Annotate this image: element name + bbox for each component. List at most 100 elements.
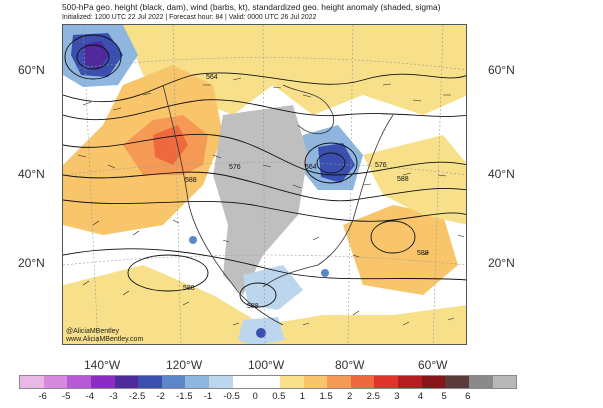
contour-4 xyxy=(63,171,466,202)
coastlines xyxy=(162,84,394,326)
colorbar-tick-label: -2 xyxy=(156,391,165,402)
high-contour-mexico xyxy=(239,282,277,308)
lon-label-100: 100°W xyxy=(248,358,285,372)
colorbar-swatch xyxy=(327,376,351,388)
contour-label: 564 xyxy=(206,74,218,81)
map-canvas: 564 576 588 564 576 588 588 588 588 xyxy=(63,25,466,344)
contour-2 xyxy=(63,99,466,121)
lat-label-right-20: 20°N xyxy=(488,256,515,270)
east-band xyxy=(363,135,466,225)
colorbar-tick-label: -2.5 xyxy=(128,391,146,402)
colorbar-tick-label: -1.5 xyxy=(176,391,193,402)
colorbar-swatch xyxy=(67,376,91,388)
colorbar-tick-label: -1 xyxy=(203,391,213,402)
contour-label: 576 xyxy=(229,164,241,171)
lon-label-60: 60°W xyxy=(418,358,448,372)
contour-label: 588 xyxy=(183,285,195,292)
credit-website: www.AliciaMBentley.com xyxy=(66,336,144,343)
credit-handle: @AliciaMBentley xyxy=(66,328,120,335)
colorbar-tick-label: 3 xyxy=(394,391,400,402)
wind-barbs xyxy=(77,77,465,326)
high-contour-west xyxy=(127,254,209,292)
lon-line-120 xyxy=(172,25,182,344)
positive-anomaly-south xyxy=(63,265,466,344)
contour-1 xyxy=(63,72,466,103)
colorbar-tick-label: 2 xyxy=(347,391,353,402)
colorbar-swatch xyxy=(492,376,517,388)
colorbar-swatch xyxy=(445,376,469,388)
colorbar-tick-label: -0.5 xyxy=(223,391,240,402)
colorbar-tick-label: 2.5 xyxy=(366,391,380,402)
lon-line-60 xyxy=(432,25,444,344)
height-contours xyxy=(63,34,466,308)
colorbar-swatch xyxy=(138,376,162,388)
colorbar-swatch xyxy=(256,376,280,388)
colorbar-swatch xyxy=(209,376,233,388)
lat-line-60 xyxy=(63,57,466,71)
colorbar-tick-label: -4 xyxy=(85,391,95,402)
small-low-pacific xyxy=(256,328,266,338)
colorbar-tick-label: 4 xyxy=(417,391,424,402)
high-contour-atlantic xyxy=(370,220,416,254)
contour-label: 588 xyxy=(397,176,409,183)
colorbar-swatch xyxy=(468,376,493,388)
colorbar-tick-label: 0 xyxy=(252,391,258,402)
colorbar-swatch xyxy=(20,376,44,388)
lon-label-80: 80°W xyxy=(335,358,365,372)
anomaly-shading xyxy=(63,25,466,344)
contour-label: 588 xyxy=(417,250,429,257)
colorbar-swatch xyxy=(398,376,422,388)
small-low-caribbean xyxy=(321,269,329,277)
small-low-mexico xyxy=(189,236,197,244)
map-title: 500-hPa geo. height (black, dam), wind (… xyxy=(62,2,441,12)
colorbar-swatch xyxy=(114,376,139,388)
colorbar-tick-label: -6 xyxy=(38,391,47,402)
low-contour-nw-outer xyxy=(64,34,122,80)
lat-line-40 xyxy=(63,162,466,176)
low-max-nw xyxy=(83,41,109,69)
colorbar-swatch xyxy=(303,376,328,388)
colorbar-swatch xyxy=(279,376,304,388)
colorbar-tick-label: -3 xyxy=(109,391,118,402)
map-subtitle: Initialized: 1200 UTC 22 Jul 2022 | Fore… xyxy=(62,14,317,21)
colorbar-swatch xyxy=(43,376,68,388)
colorbar-tick-label: -5 xyxy=(62,391,71,402)
lon-label-120: 120°W xyxy=(166,358,203,372)
low-contour-lakes-inner xyxy=(316,152,346,174)
colorbar-swatch xyxy=(232,376,257,388)
colorbar-tick-label: 1 xyxy=(299,391,306,402)
low-contour-lakes-outer xyxy=(304,142,358,184)
map-panel: 564 576 588 564 576 588 588 588 588 xyxy=(62,24,467,345)
contour-5 xyxy=(63,199,466,222)
colorbar-swatch xyxy=(350,376,375,388)
lat-label-left-40: 40°N xyxy=(18,167,45,181)
colorbar xyxy=(19,375,517,389)
contour-label: 588 xyxy=(247,303,259,310)
colorbar-swatch xyxy=(185,376,209,388)
colorbar-swatch xyxy=(90,376,115,388)
low-contour-nw-inner xyxy=(76,44,110,70)
positive-anomaly-atlantic xyxy=(343,205,458,295)
colorbar-ticks: -6 -5 -4 -3 -2.5 -2 -1.5 -1 -0.5 0 0.5 1 1.5 2 2.5 3 4 5 6 xyxy=(19,391,515,403)
contour-label: 588 xyxy=(185,177,197,184)
colorbar-swatch xyxy=(374,376,398,388)
lat-label-left-60: 60°N xyxy=(18,63,45,77)
contour-south xyxy=(63,248,466,281)
west-coast xyxy=(162,84,284,326)
colorbar-tick-label: 0.5 xyxy=(272,391,286,402)
hudson-bay xyxy=(282,84,335,134)
negative-anomaly-gulf xyxy=(243,265,303,310)
lat-line-20 xyxy=(63,254,466,266)
contour-3 xyxy=(63,133,466,176)
lat-label-right-60: 60°N xyxy=(488,63,515,77)
east-coast xyxy=(317,114,394,266)
colorbar-tick-label: 5 xyxy=(441,391,447,402)
gulf-coast xyxy=(262,264,319,288)
credit: @AliciaMBentley www.AliciaMBentley.com xyxy=(66,328,143,344)
contour-label: 576 xyxy=(375,162,387,169)
contour-label-group: 564 576 588 564 576 588 588 588 588 xyxy=(183,74,429,310)
lat-label-right-40: 40°N xyxy=(488,167,515,181)
lat-label-left-20: 20°N xyxy=(18,256,45,270)
interior-gray xyxy=(213,105,308,295)
colorbar-swatch xyxy=(161,376,186,388)
